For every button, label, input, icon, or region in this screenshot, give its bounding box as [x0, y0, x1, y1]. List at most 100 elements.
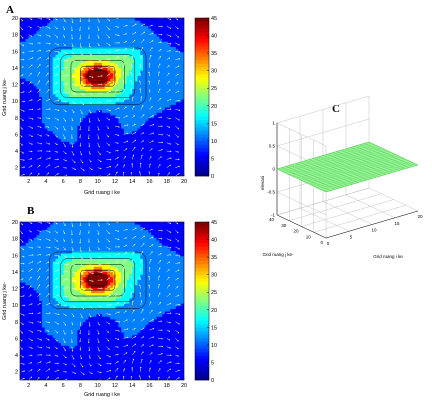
heatmap-cell — [22, 248, 26, 252]
heatmap-cell — [28, 107, 32, 111]
heatmap-cell — [118, 18, 122, 22]
heatmap-cell — [134, 91, 138, 95]
heatmap-cell — [164, 89, 168, 93]
colorbar-segment — [195, 154, 209, 159]
quiver-arrowhead — [21, 19, 24, 22]
heatmap-cell — [115, 133, 119, 137]
heatmap-cell — [162, 125, 166, 129]
heatmap-cell — [148, 139, 152, 143]
heatmap-cell — [52, 152, 56, 156]
quiver-arrowhead — [47, 57, 50, 60]
quiver-arrow — [166, 172, 170, 176]
quiver-arrow — [88, 100, 93, 105]
quiver-arrowhead — [187, 145, 188, 146]
heatmap-cell — [39, 224, 43, 228]
heatmap-cell — [61, 57, 65, 61]
heatmap-cell — [151, 157, 155, 161]
quiver-arrowhead — [187, 51, 188, 52]
heatmap-cell — [25, 83, 29, 87]
heatmap-cell — [20, 258, 24, 262]
quiver-arrowhead — [47, 134, 50, 137]
quiver-arrowhead — [30, 90, 32, 92]
heatmap-cell — [85, 28, 89, 32]
heatmap-cell — [28, 83, 32, 87]
heatmap-cell — [112, 162, 117, 166]
heatmap-cell — [66, 25, 70, 29]
heatmap-cell — [85, 102, 89, 106]
heatmap-cell — [173, 141, 177, 145]
heatmap-cell — [156, 68, 160, 72]
heatmap-cell — [145, 52, 149, 56]
heatmap-cell — [77, 20, 81, 24]
heatmap-cell — [58, 49, 62, 53]
heatmap-cell — [47, 136, 51, 140]
heatmap-cell — [20, 23, 24, 27]
heatmap-cell — [25, 245, 29, 249]
heatmap-cell — [22, 62, 26, 66]
heatmap-cell — [102, 33, 106, 37]
heatmap-cell — [96, 89, 100, 93]
heatmap-cell — [63, 149, 67, 153]
heatmap-cell — [145, 44, 149, 48]
heatmap-cell — [167, 39, 171, 43]
heatmap-cell — [145, 73, 149, 77]
heatmap-cell — [118, 144, 122, 148]
heatmap-cell — [30, 20, 35, 24]
heatmap-cell — [112, 36, 117, 40]
heatmap-cell — [36, 128, 40, 132]
heatmap-cell — [137, 25, 141, 29]
heatmap-cell — [96, 147, 100, 151]
heatmap-cell — [85, 162, 89, 166]
heatmap-cell — [44, 168, 48, 172]
heatmap-cell — [20, 25, 24, 29]
heatmap-cell — [118, 41, 122, 45]
heatmap-cell — [148, 136, 152, 140]
heatmap-cell — [167, 112, 171, 116]
heatmap-cell — [85, 118, 89, 122]
heatmap-cell — [126, 154, 130, 158]
heatmap-cell — [143, 118, 147, 122]
quiver-arrowhead — [75, 93, 77, 95]
quiver-arrowhead — [71, 119, 74, 122]
heatmap-cell — [178, 162, 182, 166]
heatmap-cell — [151, 104, 155, 108]
heatmap-cell — [129, 144, 133, 148]
heatmap-cell — [137, 78, 141, 82]
quiver-arrowhead — [143, 31, 146, 34]
heatmap-cell — [55, 141, 59, 145]
heatmap-cell — [102, 75, 106, 79]
heatmap-cell — [50, 165, 54, 169]
quiver-arrow — [166, 117, 171, 119]
heatmap-cell — [123, 144, 127, 148]
quiver-arrowhead — [158, 63, 161, 65]
heatmap-cell — [63, 115, 67, 119]
heatmap-cell — [148, 20, 152, 24]
heatmap-cell — [137, 20, 141, 24]
heatmap-cell — [28, 44, 32, 48]
quiver-arrow — [114, 150, 119, 152]
heatmap-cell — [151, 83, 155, 87]
heatmap-cell — [22, 227, 26, 231]
heatmap-cell — [30, 91, 35, 95]
heatmap-cell — [137, 102, 141, 106]
heatmap-cell — [74, 152, 78, 156]
quiver-arrowhead — [134, 123, 136, 126]
heatmap-cell — [33, 165, 37, 169]
heatmap-cell — [20, 245, 24, 249]
heatmap-cell — [44, 102, 48, 106]
heatmap-cell — [28, 99, 32, 103]
heatmap-cell — [36, 104, 40, 108]
heatmap-cell — [20, 91, 24, 95]
heatmap-cell — [110, 36, 114, 40]
heatmap-cell — [52, 86, 56, 90]
heatmap-cell — [123, 141, 127, 145]
quiver-arrow — [166, 164, 171, 168]
heatmap-cell — [104, 104, 108, 108]
heatmap-cell — [145, 28, 149, 32]
heatmap-cell — [181, 70, 184, 74]
heatmap-cell — [77, 33, 81, 37]
heatmap-cell — [28, 128, 32, 132]
heatmap-cell — [88, 157, 92, 161]
heatmap-cell — [55, 65, 59, 69]
heatmap-cell — [178, 70, 182, 74]
